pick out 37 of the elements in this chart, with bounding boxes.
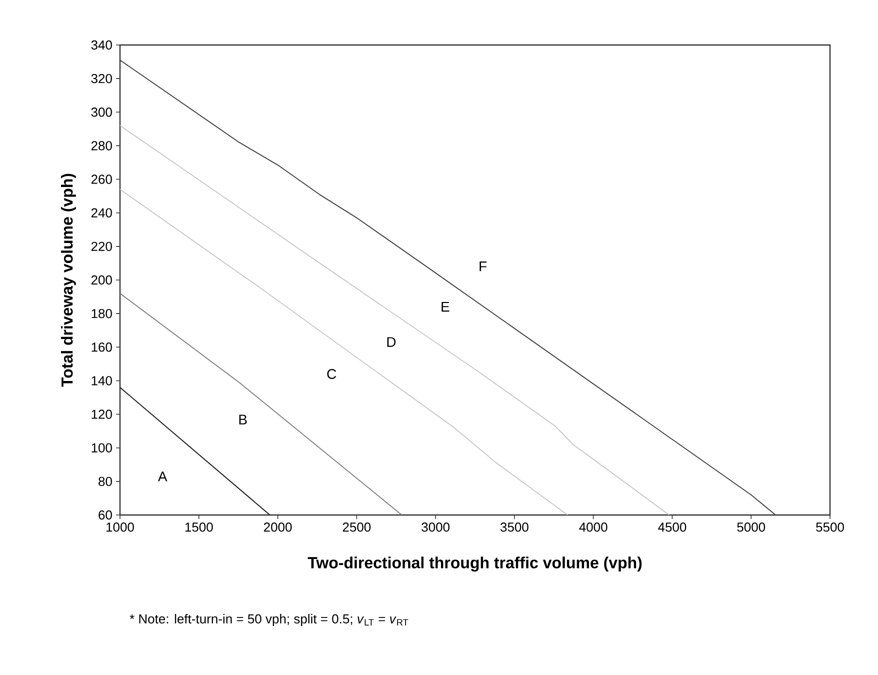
x-tick-label: 1500 — [185, 522, 213, 532]
x-tick-label: 4500 — [658, 522, 686, 532]
x-tick-label: 4000 — [579, 522, 608, 532]
line-series — [120, 60, 776, 515]
y-tick-label: 160 — [92, 342, 112, 352]
x-tick-label: 3500 — [500, 522, 528, 532]
x-tick-label: 2000 — [264, 522, 292, 532]
y-tick-label: 220 — [91, 242, 112, 252]
annotation: C — [327, 369, 336, 379]
y-tick-label: 240 — [91, 208, 112, 218]
y-tick-label: 300 — [91, 108, 112, 117]
annotation: B — [239, 414, 247, 424]
annotation: D — [387, 337, 396, 347]
x-tick-label: 5500 — [816, 522, 844, 532]
y-tick-label: 340 — [91, 40, 112, 50]
y-tick-label: 80 — [98, 476, 112, 486]
x-tick-label: 3000 — [422, 522, 450, 532]
x-tick-label: 5000 — [737, 522, 766, 532]
y-tick-label: 320 — [91, 74, 112, 84]
x-tick-label: 2500 — [342, 522, 371, 532]
y-tick-label: 100 — [92, 443, 112, 452]
line-series — [120, 125, 670, 515]
x-tick-label: 1000 — [106, 522, 134, 532]
annotation: F — [480, 262, 487, 272]
y-tick-label: 140 — [92, 376, 112, 386]
y-tick-label: 60 — [98, 510, 112, 520]
text: * Note: left-turn-in = 50 vph; split = 0.5; v$_{LT}$ = v$_{RT}$ — [130, 614, 408, 626]
y-tick-label: 260 — [91, 174, 112, 184]
line-series — [120, 188, 568, 515]
annotation: E — [442, 302, 450, 312]
y-tick-label: 180 — [92, 308, 112, 318]
x-axis-title: Two-directional through traffic volume (vph) — [308, 556, 642, 572]
annotation: A — [158, 472, 168, 482]
y-tick-label: 200 — [91, 275, 112, 285]
y-axis-title: Total driveway volume (vph) — [61, 174, 76, 387]
y-tick-label: 120 — [92, 410, 112, 419]
y-tick-label: 280 — [91, 141, 112, 150]
